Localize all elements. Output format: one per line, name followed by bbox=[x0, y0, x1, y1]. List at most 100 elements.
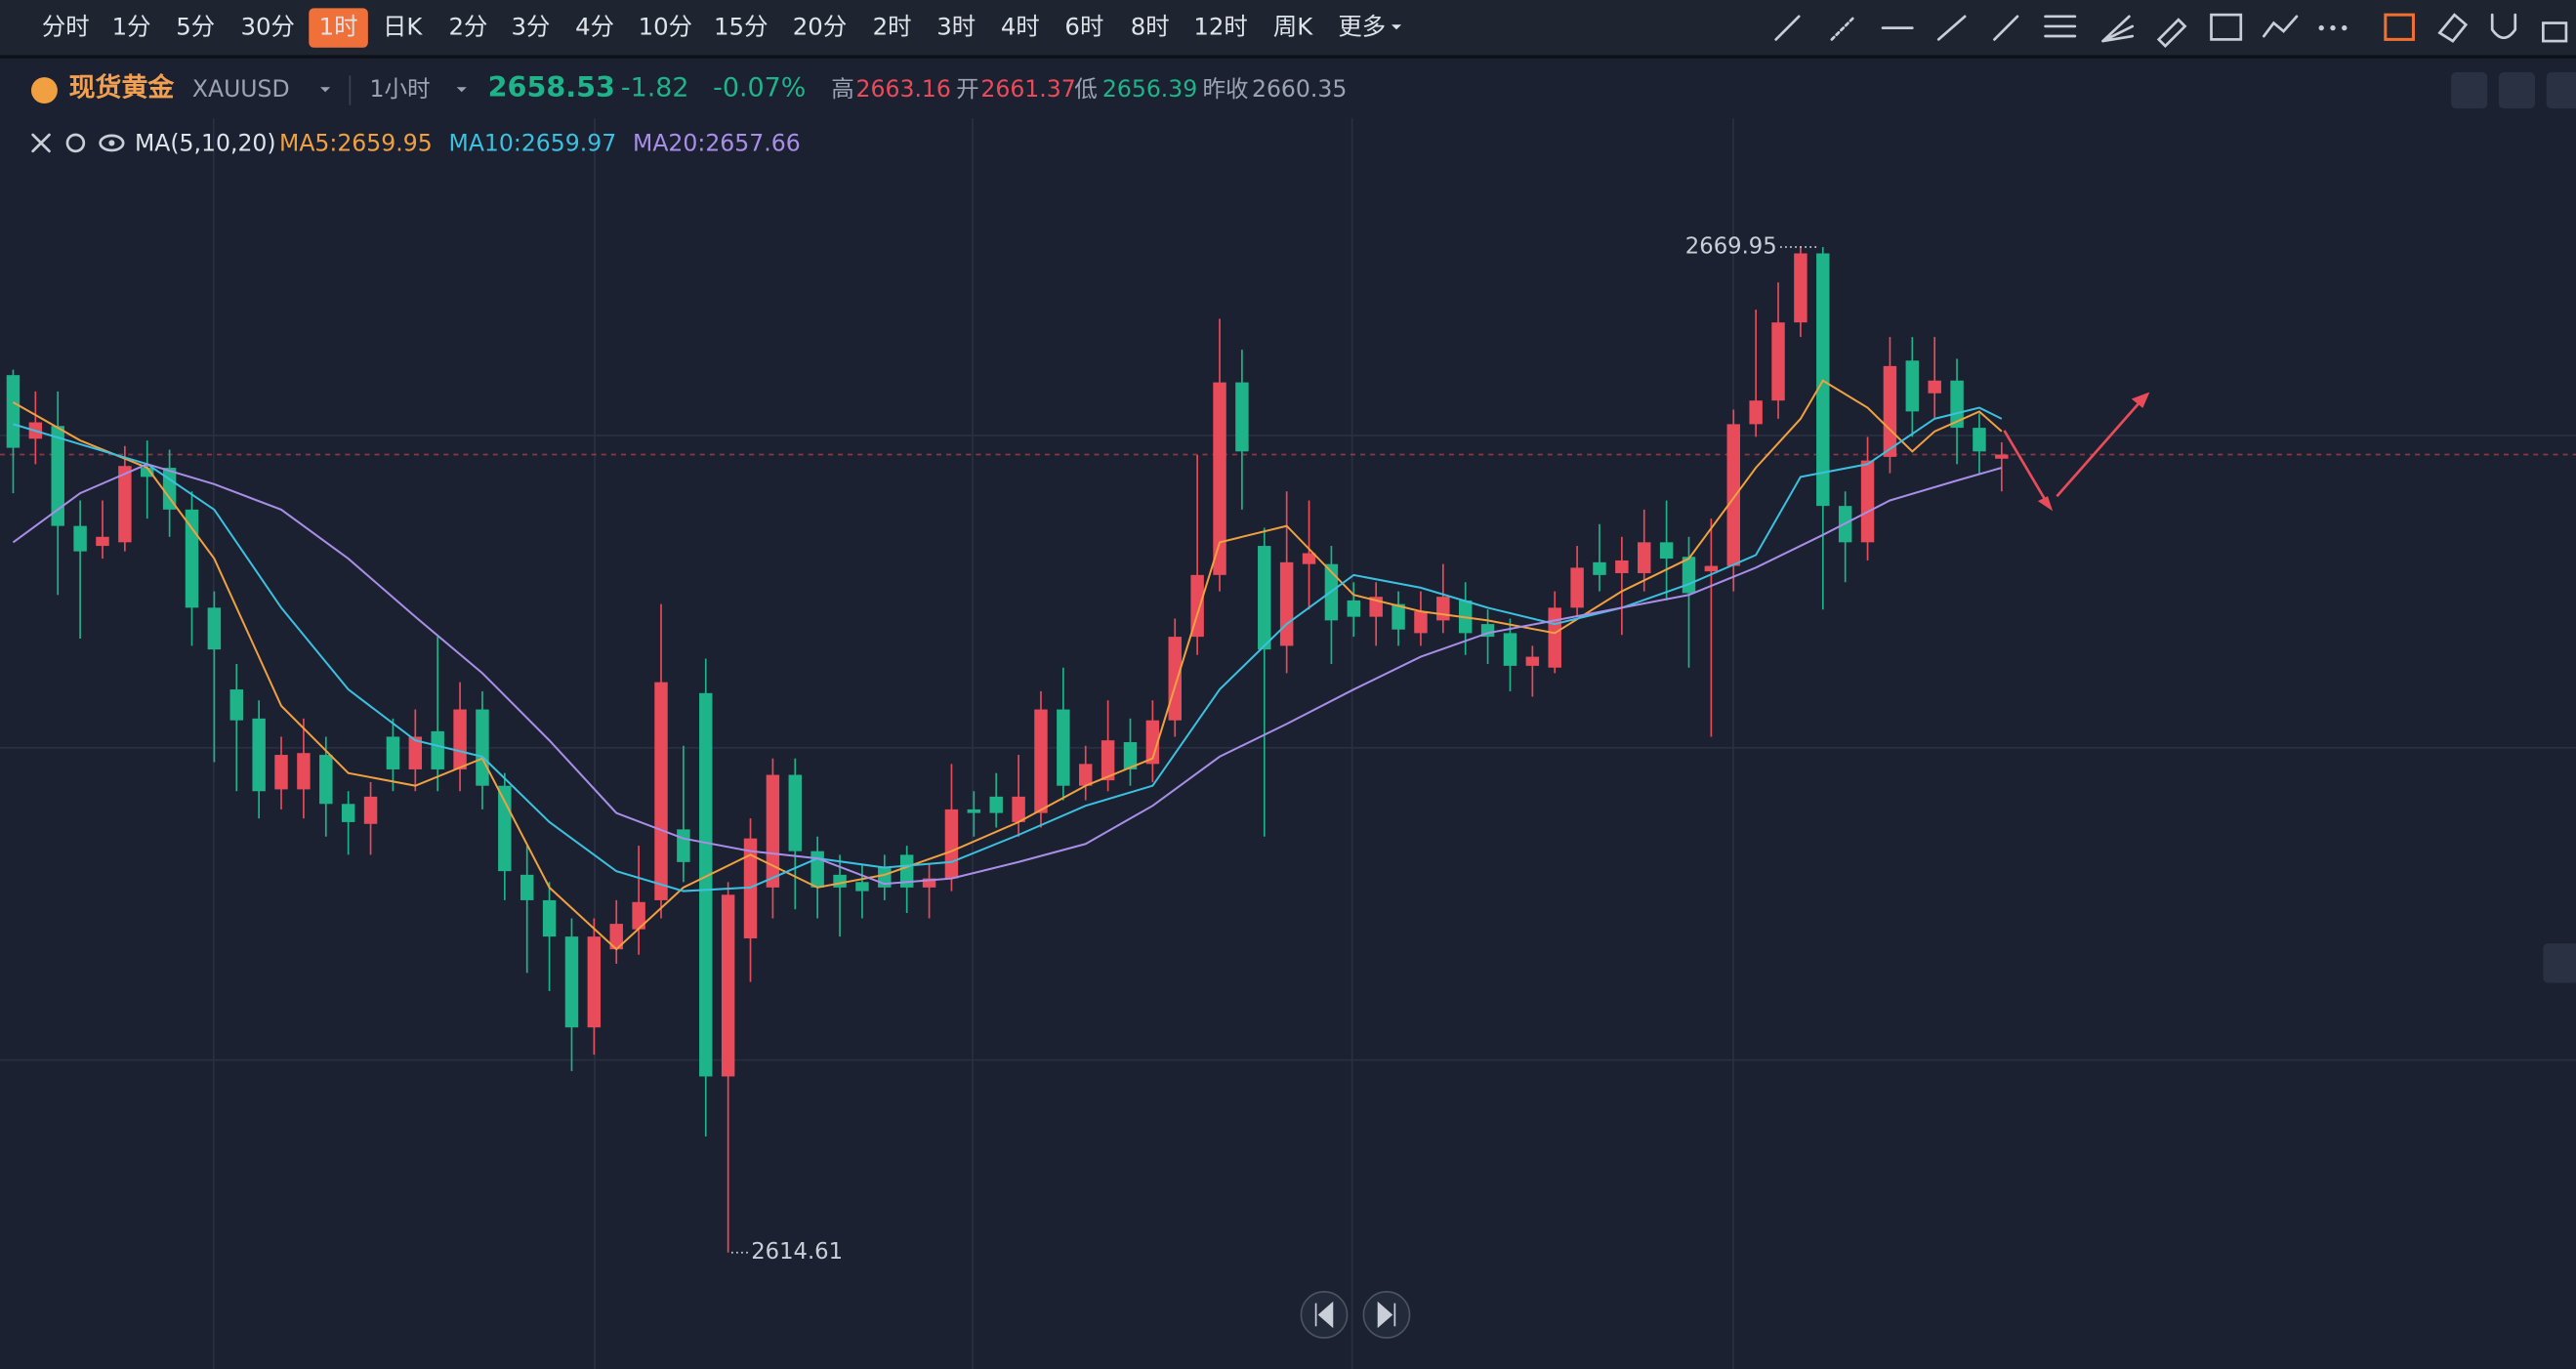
prev-label: 昨收 bbox=[1203, 75, 1249, 103]
candle-body bbox=[1235, 382, 1249, 452]
candle-body bbox=[1392, 603, 1405, 630]
legend-entry: MA5:2659.95 bbox=[279, 130, 433, 157]
candle-body bbox=[1436, 597, 1450, 621]
symbol-name: 现货黄金 bbox=[69, 71, 176, 103]
high-label: 高 bbox=[831, 75, 854, 103]
interval[interactable]: 15分 bbox=[714, 13, 768, 41]
interval[interactable]: 30分 bbox=[241, 13, 295, 41]
interval[interactable]: 10分 bbox=[639, 13, 692, 41]
candle-body bbox=[1101, 740, 1115, 781]
interval[interactable]: 更多 bbox=[1338, 13, 1386, 41]
candle-body bbox=[1034, 709, 1048, 813]
candle-body bbox=[96, 536, 109, 547]
candle-body bbox=[1995, 454, 2009, 459]
interval[interactable]: 日K bbox=[383, 13, 423, 41]
interval[interactable]: 12时 bbox=[1193, 13, 1247, 41]
candle-body bbox=[252, 718, 266, 792]
candle-body bbox=[386, 736, 400, 769]
prev: 2660.35 bbox=[1252, 75, 1347, 103]
legend-entry: MA20:2657.66 bbox=[633, 130, 801, 157]
panel-buttons[interactable] bbox=[2451, 72, 2576, 983]
candle-body bbox=[1190, 574, 1204, 638]
interval[interactable]: 周K bbox=[1273, 13, 1313, 41]
candle-body bbox=[1057, 709, 1070, 786]
candle-body bbox=[141, 468, 154, 477]
candle-body bbox=[207, 607, 222, 650]
candle-body bbox=[542, 899, 557, 937]
legend-entry: MA10:2659.97 bbox=[449, 130, 617, 157]
candle-body bbox=[51, 426, 64, 526]
high: 2663.16 bbox=[856, 75, 951, 103]
plot: 2669.95 2614.61 bbox=[0, 233, 2576, 1265]
interval[interactable]: 分时 bbox=[42, 13, 90, 41]
candle-body bbox=[1860, 460, 1875, 543]
interval[interactable]: 2时 bbox=[873, 13, 912, 41]
candle-body bbox=[1682, 557, 1696, 594]
candle-body bbox=[721, 894, 735, 1077]
low-label: 低 bbox=[1074, 75, 1098, 103]
candle-body bbox=[609, 924, 623, 950]
candle-body bbox=[1973, 428, 1986, 452]
candle-body bbox=[967, 809, 981, 813]
candle-body bbox=[1659, 542, 1674, 560]
interval[interactable]: 3分 bbox=[511, 13, 550, 41]
candle-body bbox=[319, 755, 333, 805]
candle-body bbox=[1525, 656, 1540, 666]
active-interval bbox=[309, 8, 368, 48]
candle-body bbox=[944, 809, 959, 879]
candle-body bbox=[1012, 796, 1025, 822]
indicator-controls[interactable] bbox=[31, 133, 125, 153]
candle-body bbox=[1503, 633, 1517, 666]
candle-body bbox=[1168, 637, 1182, 721]
dropdown bbox=[320, 87, 331, 93]
interval[interactable]: 1分 bbox=[112, 13, 151, 41]
interval[interactable]: 1时 bbox=[319, 13, 358, 41]
candle-body bbox=[1771, 322, 1785, 401]
period[interactable]: 1小时 bbox=[370, 75, 431, 103]
candle-body bbox=[1213, 382, 1226, 575]
candle-body bbox=[1302, 553, 1316, 564]
candle-body bbox=[1950, 380, 1964, 429]
interval-toolbar bbox=[0, 0, 2576, 57]
candle-body bbox=[1749, 400, 1763, 425]
interval[interactable]: 4时 bbox=[1001, 13, 1040, 41]
candle-body bbox=[1279, 561, 1294, 646]
candle-body bbox=[677, 829, 690, 862]
candle-body bbox=[453, 709, 467, 769]
candle-body bbox=[1726, 424, 1740, 566]
candle-body bbox=[1123, 742, 1138, 769]
candle-body bbox=[408, 736, 423, 769]
candle-body bbox=[297, 753, 311, 790]
ma-line bbox=[12, 379, 2003, 951]
interval[interactable]: 20分 bbox=[793, 13, 847, 41]
candle-body bbox=[519, 874, 534, 900]
interval[interactable]: 5分 bbox=[176, 13, 215, 41]
candle-body bbox=[788, 774, 803, 851]
ma-line bbox=[13, 406, 2003, 892]
ma-line bbox=[12, 463, 2003, 886]
interval[interactable]: 2分 bbox=[449, 13, 488, 41]
candle-body bbox=[1347, 600, 1361, 617]
candle-body bbox=[1570, 567, 1584, 608]
symbol-code[interactable]: XAUUSD bbox=[192, 75, 290, 103]
candle-body bbox=[1638, 542, 1651, 573]
candle-body bbox=[1078, 764, 1093, 786]
candle-body bbox=[1548, 607, 1561, 668]
candle-body bbox=[274, 755, 288, 790]
interval[interactable]: 8时 bbox=[1131, 13, 1170, 41]
change: -1.82 bbox=[621, 72, 689, 103]
candle-body bbox=[1928, 380, 1941, 394]
interval[interactable]: 4分 bbox=[575, 13, 614, 41]
interval[interactable]: 6时 bbox=[1064, 13, 1103, 41]
open: 2661.37 bbox=[980, 75, 1075, 103]
dropdown bbox=[456, 87, 467, 93]
drawing-tools[interactable] bbox=[1774, 13, 2568, 49]
candle-body bbox=[766, 774, 780, 888]
interval[interactable]: 3时 bbox=[936, 13, 976, 41]
candle-body bbox=[855, 882, 869, 892]
price: 2658.53 bbox=[488, 70, 615, 104]
candle-body bbox=[498, 785, 512, 872]
replay-buttons[interactable] bbox=[1300, 1291, 1411, 1339]
candle-body bbox=[1145, 720, 1160, 765]
